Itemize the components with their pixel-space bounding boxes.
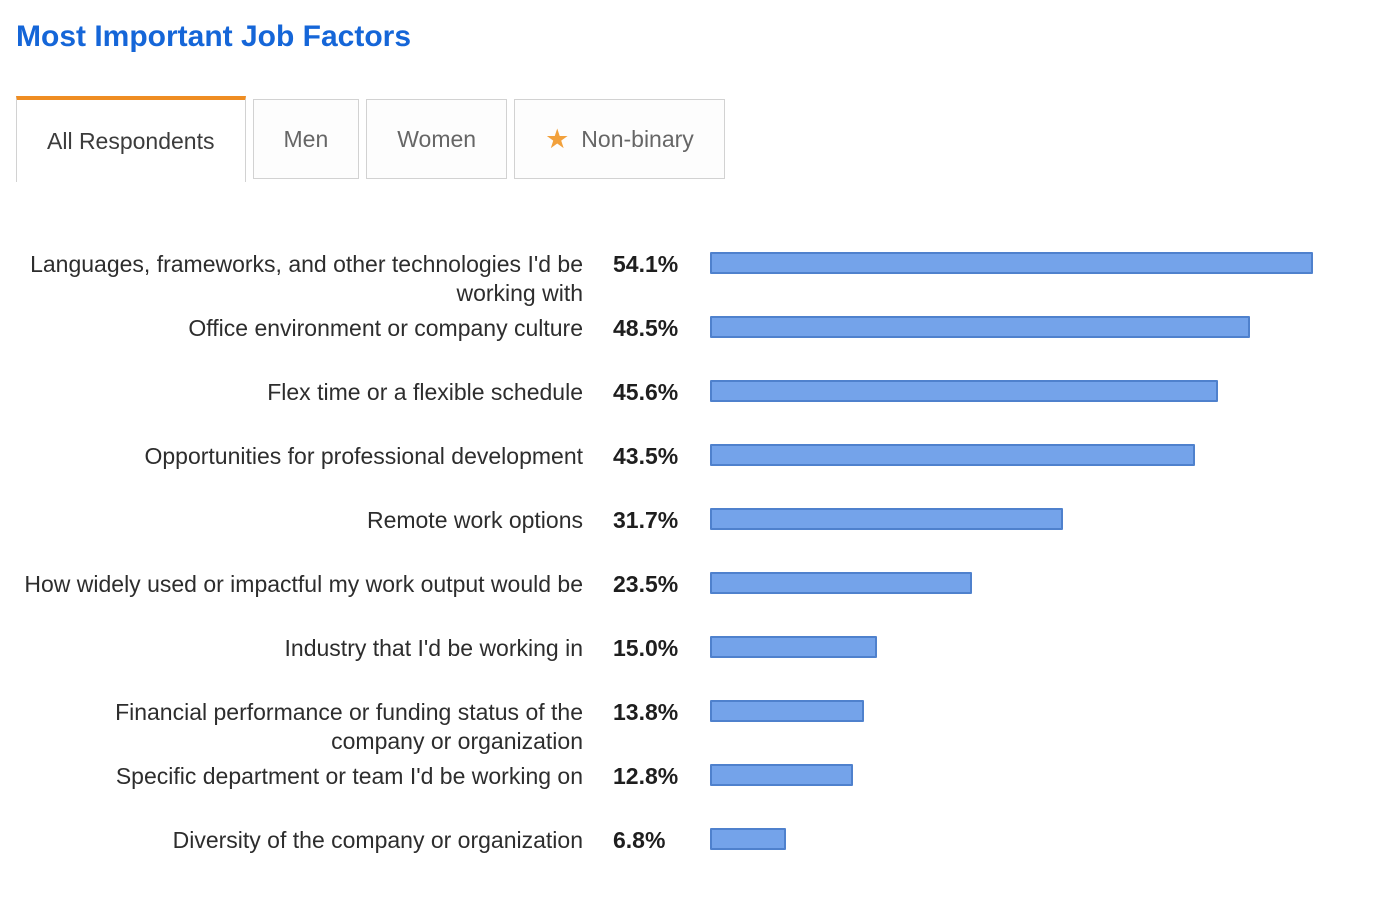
bar-category-label: Opportunities for professional developme… (144, 443, 583, 469)
bar-chart: Languages, frameworks, and other technol… (16, 250, 1360, 890)
tab-bar: All Respondents Men Women ★ Non-binary (16, 96, 1360, 182)
bar-track (710, 378, 1334, 402)
chart-row: Flex time or a flexible schedule 45.6% (16, 378, 1360, 442)
star-icon: ★ (545, 123, 570, 154)
bar[interactable] (710, 380, 1219, 402)
bar-value-label: 54.1% (613, 251, 679, 277)
bar-category-label: Financial performance or funding status … (115, 699, 583, 754)
bar[interactable] (710, 316, 1251, 338)
bar-track (710, 762, 1334, 786)
tab-non-binary[interactable]: ★ Non-binary (514, 99, 725, 179)
chart-row: Office environment or company culture 48.… (16, 314, 1360, 378)
bar-value-label: 48.5% (613, 315, 679, 341)
chart-row: Opportunities for professional developme… (16, 442, 1360, 506)
tab-women[interactable]: Women (366, 99, 508, 179)
tab-all-respondents[interactable]: All Respondents (16, 96, 246, 182)
bar-category-label: Flex time or a flexible schedule (267, 379, 583, 405)
bar-value-label: 6.8% (613, 827, 666, 853)
tab-label: Men (283, 125, 329, 152)
bar-track (710, 442, 1334, 466)
bar[interactable] (710, 572, 972, 594)
chart-row: Industry that I'd be working in 15.0% (16, 634, 1360, 698)
tab-label: All Respondents (47, 127, 215, 154)
tab-label: Non-binary (581, 125, 694, 152)
bar-category-label: Specific department or team I'd be worki… (115, 763, 583, 789)
chart-row: Languages, frameworks, and other technol… (16, 250, 1360, 314)
bar-value-label: 45.6% (613, 379, 679, 405)
bar[interactable] (710, 252, 1313, 274)
bar-value-label: 15.0% (613, 635, 679, 661)
bar-track (710, 634, 1334, 658)
chart-row: Diversity of the company or organization… (16, 826, 1360, 890)
chart-row: Financial performance or funding status … (16, 698, 1360, 762)
bar-track (710, 314, 1334, 338)
bar-category-label: Diversity of the company or organization (172, 827, 583, 853)
bar-value-label: 31.7% (613, 507, 679, 533)
tab-label: Women (397, 125, 477, 152)
bar-value-label: 23.5% (613, 571, 679, 597)
bar-track (710, 506, 1334, 530)
page-title: Most Important Job Factors (16, 20, 412, 53)
chart-row: Specific department or team I'd be worki… (16, 762, 1360, 826)
bar[interactable] (710, 764, 853, 786)
chart-row: Remote work options 31.7% (16, 506, 1360, 570)
bar-value-label: 43.5% (613, 443, 679, 469)
bar-category-label: Remote work options (366, 507, 583, 533)
bar-category-label: How widely used or impactful my work out… (24, 571, 583, 597)
bar[interactable] (710, 636, 878, 658)
bar-category-label: Languages, frameworks, and other technol… (30, 251, 583, 306)
bar-category-label: Industry that I'd be working in (284, 635, 583, 661)
bar-track (710, 826, 1334, 850)
bar-value-label: 13.8% (613, 699, 679, 725)
bar[interactable] (710, 700, 864, 722)
tab-men[interactable]: Men (252, 99, 360, 179)
bar-value-label: 12.8% (613, 763, 679, 789)
bar-category-label: Office environment or company culture (188, 315, 583, 341)
bar[interactable] (710, 508, 1064, 530)
bar-track (710, 570, 1334, 594)
bar[interactable] (710, 828, 786, 850)
bar[interactable] (710, 444, 1195, 466)
bar-track (710, 250, 1334, 274)
chart-row: How widely used or impactful my work out… (16, 570, 1360, 634)
bar-track (710, 698, 1334, 722)
